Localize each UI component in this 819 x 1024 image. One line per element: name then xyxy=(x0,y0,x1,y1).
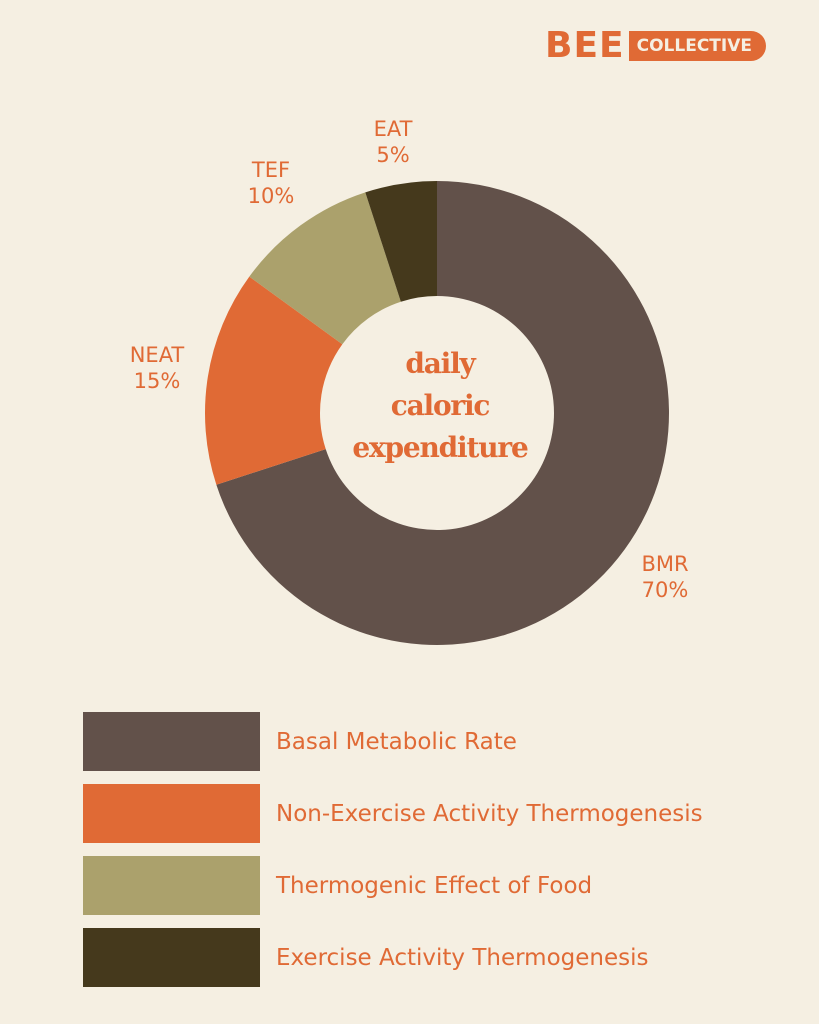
legend-swatch-eat xyxy=(83,928,260,987)
donut-slice-neat xyxy=(204,276,343,485)
logo-collective-text: COLLECTIVE xyxy=(628,31,766,61)
legend-item-tef: Thermogenic Effect of Food xyxy=(83,856,703,915)
donut-center-title: daily caloric expenditure xyxy=(330,343,550,469)
slice-label-bmr-name: BMR xyxy=(641,552,689,576)
slice-label-tef-percent: 10% xyxy=(247,184,295,208)
donut-slice-bmr xyxy=(216,181,669,645)
slice-label-bmr-percent: 70% xyxy=(641,578,689,602)
brand-logo: BEE COLLECTIVE xyxy=(545,28,766,64)
center-title-line-1: daily xyxy=(405,347,475,380)
legend-swatch-neat xyxy=(83,784,260,843)
legend-label-bmr: Basal Metabolic Rate xyxy=(276,728,517,755)
legend-label-eat: Exercise Activity Thermogenesis xyxy=(276,944,649,971)
donut-chart xyxy=(204,181,669,645)
legend: Basal Metabolic Rate Non-Exercise Activi… xyxy=(83,712,703,1000)
slice-label-tef: TEF 10% xyxy=(226,157,316,209)
slice-label-neat-name: NEAT xyxy=(129,343,185,367)
slice-label-neat-percent: 15% xyxy=(133,369,181,393)
slice-label-eat: EAT 5% xyxy=(348,116,438,168)
legend-label-neat: Non-Exercise Activity Thermogenesis xyxy=(276,800,703,827)
logo-bee-text: BEE xyxy=(545,25,625,66)
donut-slice-eat xyxy=(365,181,437,302)
legend-item-bmr: Basal Metabolic Rate xyxy=(83,712,703,771)
legend-item-eat: Exercise Activity Thermogenesis xyxy=(83,928,703,987)
slice-label-neat: NEAT 15% xyxy=(112,342,202,394)
center-title-line-2: caloric xyxy=(390,389,491,422)
slice-label-eat-percent: 5% xyxy=(376,143,410,167)
slice-label-eat-name: EAT xyxy=(373,117,413,141)
legend-label-tef: Thermogenic Effect of Food xyxy=(276,872,593,899)
donut-slice-tef xyxy=(249,192,401,345)
slice-label-bmr: BMR 70% xyxy=(620,551,710,603)
legend-swatch-tef xyxy=(83,856,260,915)
legend-swatch-bmr xyxy=(83,712,260,771)
legend-item-neat: Non-Exercise Activity Thermogenesis xyxy=(83,784,703,843)
center-title-line-3: expenditure xyxy=(352,431,528,464)
slice-label-tef-name: TEF xyxy=(251,158,291,182)
